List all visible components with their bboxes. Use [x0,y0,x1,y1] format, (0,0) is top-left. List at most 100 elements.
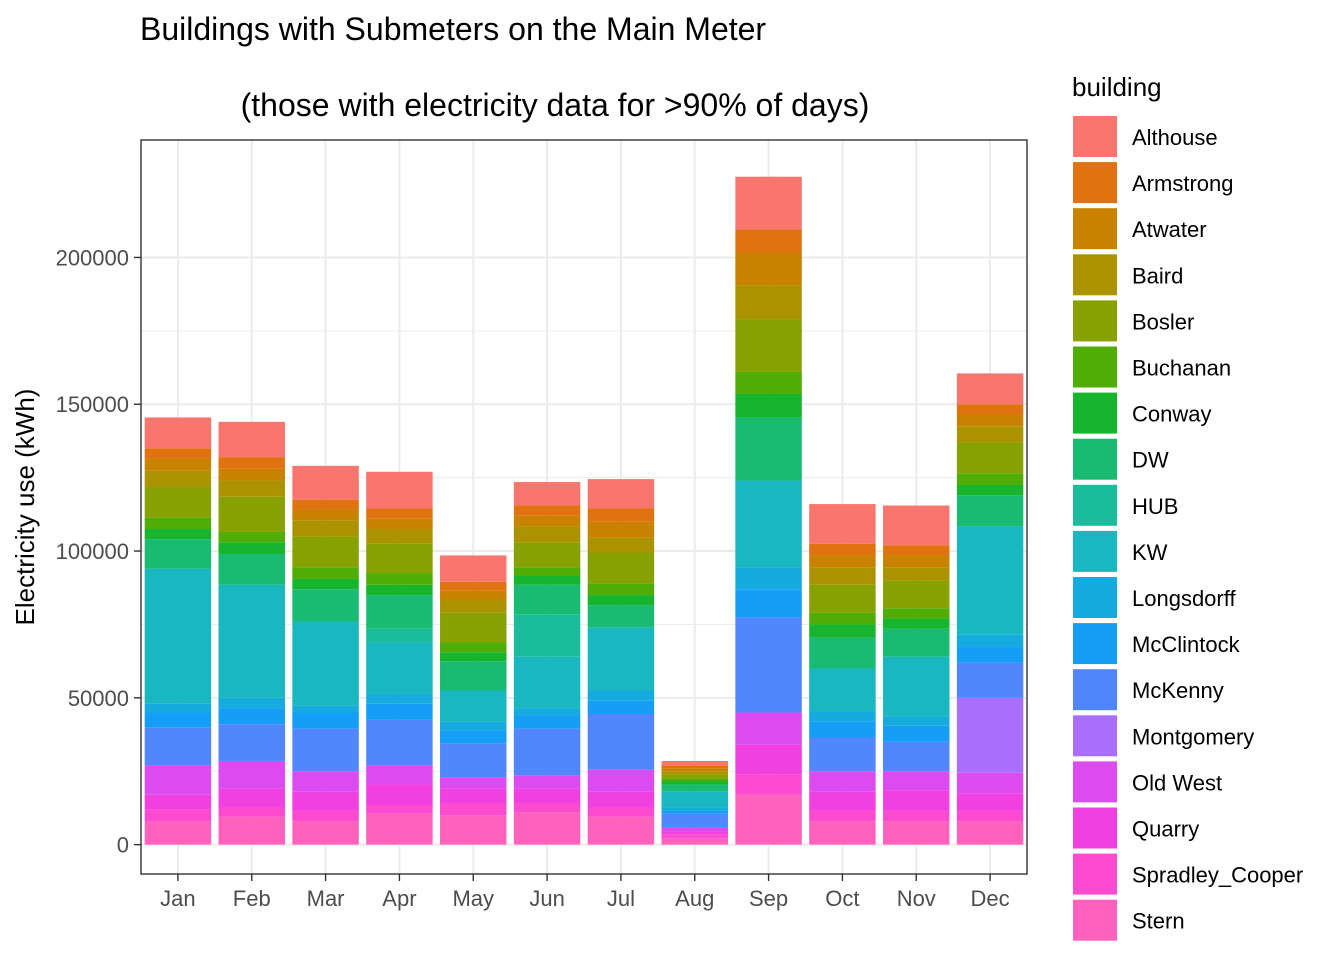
bar-segment [956,373,1024,405]
bar-segment [440,590,507,600]
bar-segment [809,543,876,556]
bar-segment [883,580,950,609]
legend-label: Old West [1132,770,1222,795]
legend-swatch [1073,162,1117,204]
bar-segment [440,642,507,653]
bar-segment [956,495,1024,527]
bar-segment [218,816,285,845]
legend-item-buchanan: Buchanan [1073,346,1231,388]
legend-item-mcclintock: McClintock [1073,623,1241,665]
bar-segment [513,482,581,506]
y-tick-label: 150000 [56,392,129,417]
legend-swatch [1073,484,1117,526]
bar-segment [883,725,950,742]
bar-segment [440,815,507,845]
bar-segment [513,614,581,657]
bar-segment [366,584,433,596]
bar-segment [661,784,728,792]
bar-segment [218,788,285,808]
legend-swatch [1073,300,1117,342]
bar-segment [809,791,876,811]
bar-segment [513,584,581,615]
x-tick-label: Dec [971,886,1010,911]
bar-segment [661,778,728,782]
bar-segment [587,537,655,553]
bar-segment [735,567,802,590]
series-dw [144,417,1024,792]
series-mckenny [144,617,1024,828]
bar-segment [218,708,285,725]
bar-segment [809,567,876,585]
bar-segment [956,442,1024,474]
bar-segment [809,721,876,738]
bar-segment [218,584,285,698]
bar-segment [366,642,433,694]
bar-segment [292,771,359,792]
bar-segment [883,608,950,619]
x-tick-label: Feb [233,886,271,911]
legend-swatch [1073,577,1117,618]
bar-segment [513,812,581,845]
legend-item-dw: DW [1073,438,1169,480]
bar-segment [513,715,581,729]
bar-segment [809,624,876,638]
series-conway [144,393,1024,785]
legend-label: Montgomery [1132,724,1254,749]
bar-segment [587,791,655,808]
bar-segment [809,668,876,712]
legend-label: Spradley_Cooper [1132,863,1303,888]
bar-segment [513,728,581,776]
bar-segment [883,618,950,629]
bar-segment [661,765,728,769]
bar-segment [735,589,802,618]
bar-segment [440,690,507,722]
bar-segment [292,621,359,706]
legend-label: Armstrong [1132,171,1233,196]
bar-segment [809,737,876,772]
series-bosler [144,319,1024,779]
bar-segment [144,486,212,518]
bar-segment [292,536,359,568]
legend-item-stern: Stern [1073,899,1185,941]
bar-segment [883,545,950,556]
bar-segment [587,479,655,509]
legend-swatch [1073,623,1117,665]
bar-segment [366,693,433,704]
bar-segment [366,529,433,544]
bar-segment [513,788,581,804]
bar-segment [956,697,1024,773]
bar-segment [440,599,507,613]
x-tick-label: Aug [675,886,714,911]
bar-segment [292,791,359,811]
bar-segment [292,567,359,579]
bar-segment [735,774,802,795]
bar-segment [144,539,212,569]
bar-segment [292,705,359,713]
bar-segment [587,769,655,792]
bar-segment [144,448,212,459]
bar-segment [883,810,950,822]
x-tick-label: Oct [825,886,859,911]
legend-item-bosler: Bosler [1073,300,1194,342]
bar-segment [661,813,728,828]
legend-item-mckenny: McKenny [1073,669,1224,711]
bar-segment [956,473,1024,485]
bar-segment [218,421,285,458]
series-quarry [144,744,1024,835]
bar-segment [735,417,802,481]
x-tick-label: Sep [749,886,788,911]
bar-segment [735,285,802,320]
bar-segment [587,816,655,845]
bar-segment [883,821,950,845]
bar-segment [218,697,285,709]
bar-segment [218,724,285,761]
bar-segment [809,711,876,722]
series-old west [144,712,1024,832]
legend-item-kw: KW [1073,530,1168,572]
plot-panel [141,140,1027,874]
series-buchanan [144,371,1024,782]
x-tick-label: Jul [607,886,635,911]
legend-swatch [1073,346,1117,388]
legend-label: Baird [1132,263,1183,288]
bar-segment [809,771,876,792]
